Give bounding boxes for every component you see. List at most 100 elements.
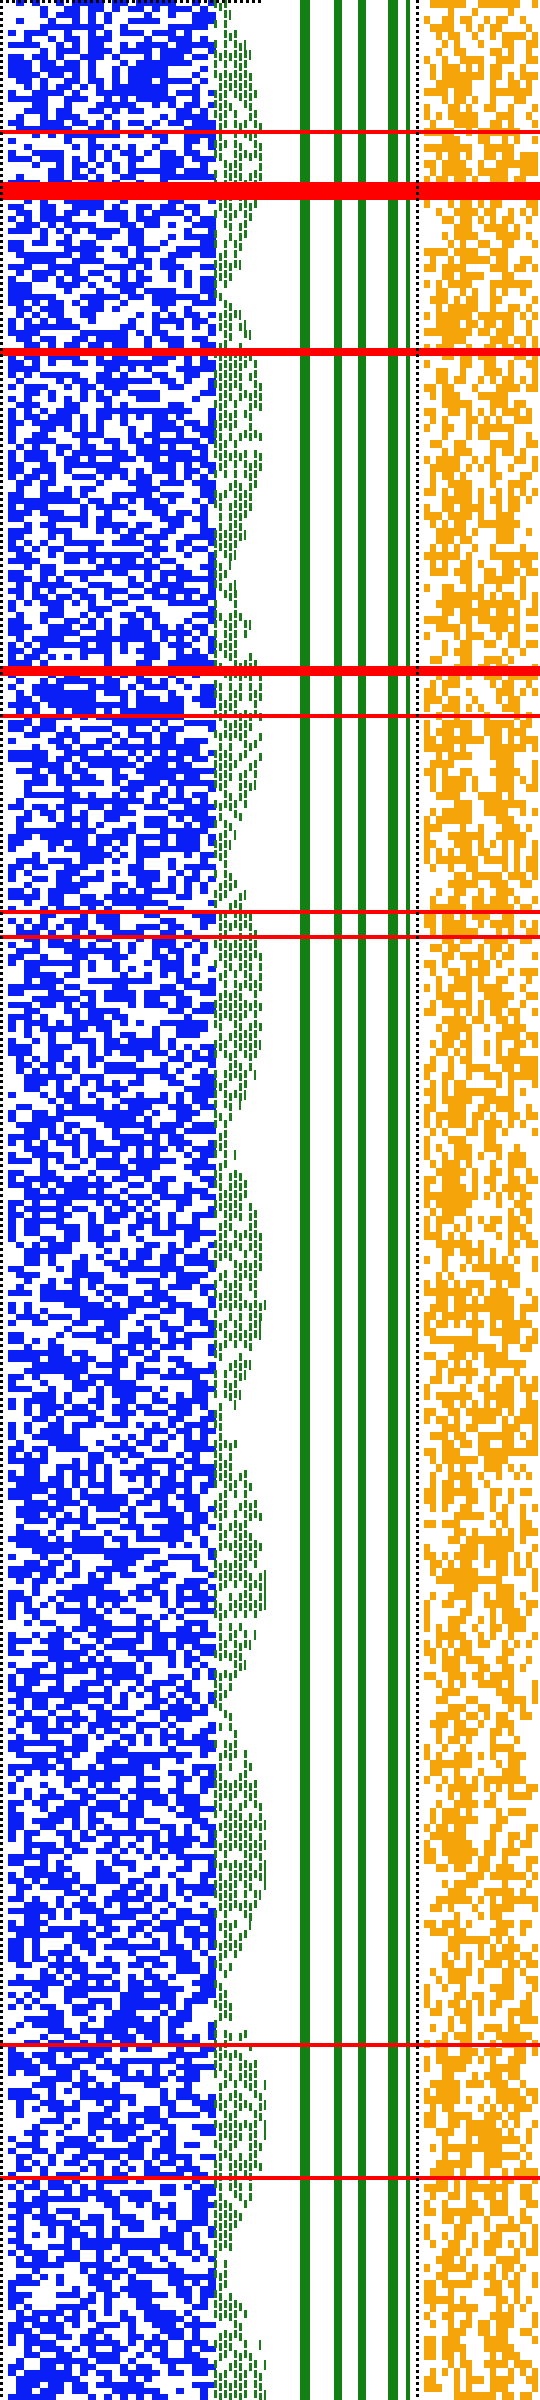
blue-noise-cell [32,1674,40,1680]
blue-noise-cell [88,978,96,984]
blue-noise-cell [128,1350,136,1356]
blue-noise-cell [88,306,96,312]
blue-noise-cell [16,1170,24,1176]
blue-noise-cell [80,816,88,822]
blue-noise-cell [184,48,192,54]
blue-noise-cell [160,1710,168,1716]
blue-noise-cell [112,246,120,252]
blue-noise-cell [208,720,216,726]
blue-noise-cell [104,1944,112,1950]
blue-noise-cell [208,420,216,426]
blue-noise-cell [56,1440,64,1446]
blue-noise-cell [160,1926,168,1932]
blue-noise-cell [56,114,64,120]
blue-noise-cell [32,1314,40,1320]
blue-noise-cell [48,2022,56,2028]
blue-noise-cell [88,444,96,450]
blue-noise-cell [80,1734,88,1740]
blue-noise-cell [200,1104,208,1110]
blue-noise-cell [184,1020,192,1026]
blue-noise-cell [136,1152,144,1158]
blue-noise-cell [136,234,144,240]
blue-noise-cell [72,0,80,6]
blue-noise-cell [8,648,16,654]
blue-noise-cell [32,1212,40,1218]
blue-noise-cell [72,1842,80,1848]
blue-noise-cell [176,2046,184,2052]
blue-noise-cell [208,534,216,540]
blue-noise-cell [200,516,208,522]
blue-noise-cell [120,894,128,900]
blue-noise-cell [96,42,104,48]
blue-noise-cell [200,1002,208,1008]
blue-noise-cell [160,1506,168,1512]
blue-noise-cell [40,1176,48,1182]
blue-noise-cell [80,2022,88,2028]
blue-noise-cell [168,1662,176,1668]
blue-noise-cell [64,1800,72,1806]
blue-noise-cell [104,918,112,924]
blue-noise-cell [136,1236,144,1242]
blue-noise-cell [160,258,168,264]
blue-noise-cell [24,972,32,978]
blue-noise-field [8,0,216,2400]
blue-noise-cell [144,1194,152,1200]
blue-noise-cell [144,1038,152,1044]
blue-noise-cell [88,900,96,906]
blue-noise-cell [128,264,136,270]
blue-noise-cell [40,1362,48,1368]
blue-noise-cell [152,1398,160,1404]
blue-noise-cell [16,1776,24,1782]
blue-noise-cell [176,1428,184,1434]
blue-noise-cell [24,732,32,738]
blue-noise-cell [160,990,168,996]
blue-noise-cell [152,1704,160,1710]
blue-noise-cell [160,480,168,486]
blue-noise-cell [56,2016,64,2022]
blue-noise-cell [32,1146,40,1152]
blue-noise-cell [72,1176,80,1182]
blue-noise-cell [24,324,32,330]
blue-noise-cell [136,1800,144,1806]
blue-noise-cell [184,1308,192,1314]
blue-noise-cell [72,300,80,306]
blue-noise-cell [64,864,72,870]
blue-noise-cell [144,1968,152,1974]
blue-noise-cell [72,1350,80,1356]
blue-noise-cell [64,804,72,810]
blue-noise-cell [64,540,72,546]
blue-noise-cell [96,390,104,396]
blue-noise-cell [144,822,152,828]
blue-noise-cell [176,1734,184,1740]
blue-noise-cell [56,1488,64,1494]
blue-noise-cell [136,522,144,528]
blue-noise-cell [160,942,168,948]
blue-noise-cell [96,1932,104,1938]
blue-noise-cell [104,1872,112,1878]
blue-noise-cell [184,864,192,870]
blue-noise-cell [8,492,16,498]
blue-noise-cell [104,132,112,138]
blue-noise-cell [16,720,24,726]
blue-noise-cell [16,990,24,996]
blue-noise-cell [144,1884,152,1890]
blue-noise-cell [128,2004,136,2010]
blue-noise-cell [168,264,176,270]
blue-noise-cell [88,1410,96,1416]
blue-noise-cell [88,72,96,78]
blue-noise-cell [120,402,128,408]
blue-noise-cell [96,1338,104,1344]
blue-noise-cell [96,684,104,690]
blue-noise-cell [152,1200,160,1206]
blue-noise-cell [88,1380,96,1386]
blue-noise-cell [16,222,24,228]
blue-noise-cell [72,204,80,210]
blue-noise-cell [72,798,80,804]
blue-noise-cell [80,258,88,264]
blue-noise-cell [160,1254,168,1260]
blue-noise-cell [24,450,32,456]
blue-noise-cell [24,918,32,924]
blue-noise-cell [8,642,16,648]
blue-noise-cell [144,990,152,996]
blue-noise-cell [16,1440,24,1446]
